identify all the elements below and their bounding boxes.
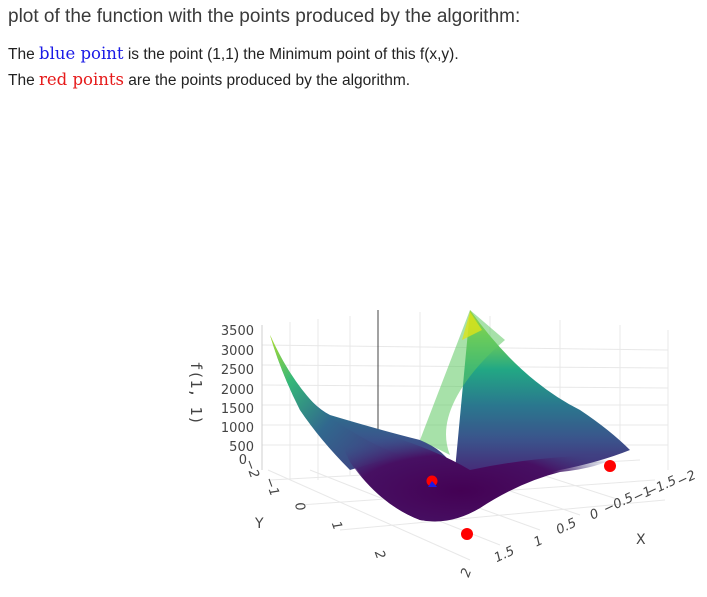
z-tick-label: 1000 [221,421,254,436]
algorithm-point-marker[interactable] [604,460,616,472]
desc1-suffix: is the point (1,1) the Minimum point of … [123,46,459,63]
z-tick-label: 1500 [221,402,254,417]
desc2-suffix: are the points produced by the algorithm… [123,72,411,89]
minimum-point-marker[interactable] [428,481,437,487]
red-points-description: The red points are the points produced b… [8,70,410,90]
z-tick-label: 2500 [221,363,254,378]
z-tick-label: 3500 [221,324,254,339]
x-tick-label: 1.5 [492,544,517,566]
z-tick-label: 500 [229,440,254,455]
z-tick-label: 2000 [221,383,254,398]
blue-point-label: blue point [39,44,124,63]
y-tick-label: 0 [291,500,308,513]
blue-point-description: The blue point is the point (1,1) the Mi… [8,44,459,64]
x-tick-label: 0.5 [554,516,579,538]
x-tick-label: −1 [631,484,655,506]
x-tick-label: 1 [532,533,546,550]
y-tick-label: −2 [241,457,262,480]
y-tick-label: 1 [328,519,345,532]
red-points-label: red points [39,70,124,89]
desc1-prefix: The [8,46,40,63]
x-tick-label: −0.5 [601,490,636,517]
y-tick-label: 2 [371,548,388,561]
page-heading: plot of the function with the points pro… [8,6,521,27]
z-axis-title: f(1, 1) [187,361,205,424]
surface-plot[interactable]: f(1, 1) 3500 3000 2500 2000 1500 1000 50… [0,290,707,592]
x-tick-label: 2 [458,566,475,579]
x-axis-title: X [636,532,646,548]
algorithm-point-marker[interactable] [461,528,473,540]
y-tick-label: −1 [261,475,282,498]
x-tick-label: 0 [588,506,602,523]
x-tick-label: −2 [675,468,699,490]
z-tick-label: 0 [239,453,247,468]
z-tick-label: 3000 [221,344,254,359]
y-axis-title: Y [254,516,264,532]
z-axis-ticks: 3500 3000 2500 2000 1500 1000 500 0 [221,324,254,468]
function-surface [270,310,630,522]
surface-plot-svg[interactable]: f(1, 1) 3500 3000 2500 2000 1500 1000 50… [0,290,707,592]
desc2-prefix: The [8,72,40,89]
